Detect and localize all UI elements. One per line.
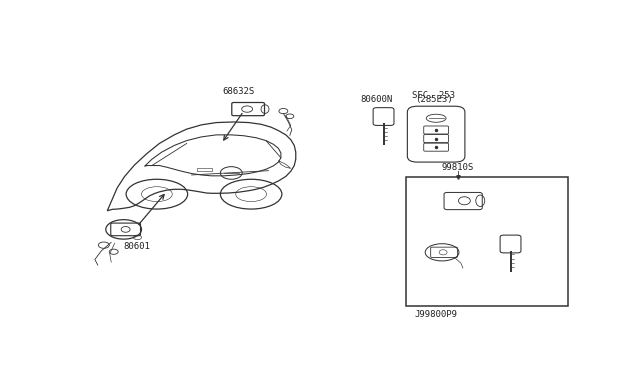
Text: 80600N: 80600N: [360, 95, 393, 104]
Bar: [406, 177, 568, 306]
Text: 80601: 80601: [124, 242, 150, 251]
Text: J99800P9: J99800P9: [415, 310, 458, 319]
Text: (285E3): (285E3): [415, 95, 452, 104]
Text: 68632S: 68632S: [223, 87, 255, 96]
Text: SEC. 253: SEC. 253: [412, 91, 455, 100]
Text: 99810S: 99810S: [442, 163, 474, 172]
Bar: [196, 169, 212, 171]
